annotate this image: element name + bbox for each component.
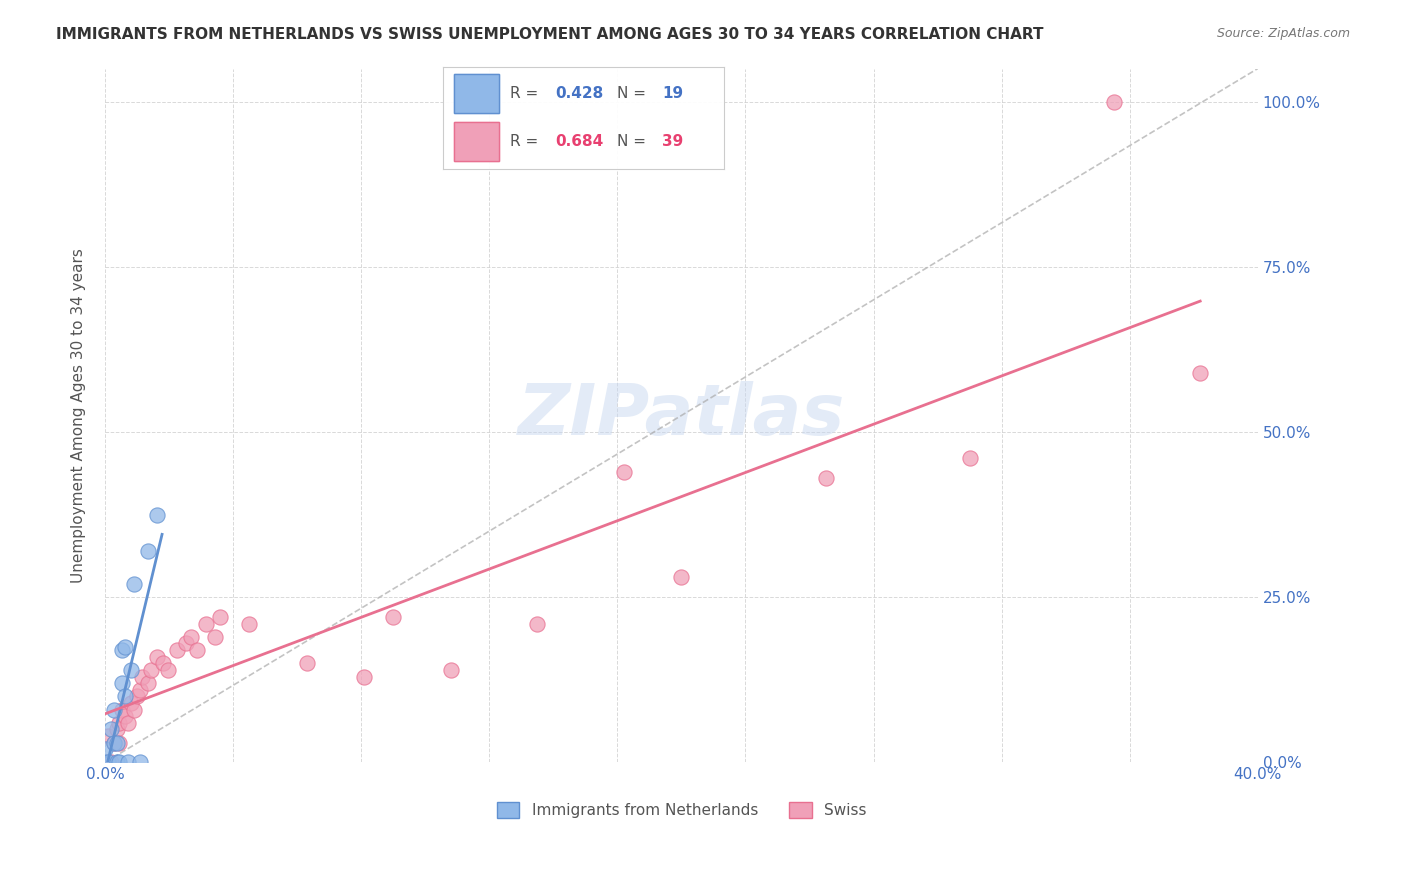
Point — [100, 723, 122, 737]
Text: 0.684: 0.684 — [555, 135, 603, 149]
Point — [146, 508, 169, 522]
Point — [152, 657, 174, 671]
Point — [1102, 95, 1125, 109]
Text: R =: R = — [510, 86, 544, 101]
Point — [671, 570, 693, 584]
Point — [108, 756, 131, 770]
Point — [108, 715, 131, 730]
Point — [105, 756, 128, 770]
Point — [186, 643, 208, 657]
Point — [97, 729, 120, 743]
Point — [814, 471, 837, 485]
Bar — [454, 74, 499, 113]
Point — [209, 610, 232, 624]
Point — [136, 676, 159, 690]
Point — [114, 640, 136, 654]
Point — [238, 616, 260, 631]
Text: 0.428: 0.428 — [555, 86, 603, 101]
Point — [97, 756, 120, 770]
Point — [120, 696, 142, 710]
Point — [146, 649, 169, 664]
Point — [94, 756, 117, 770]
Y-axis label: Unemployment Among Ages 30 to 34 years: Unemployment Among Ages 30 to 34 years — [72, 248, 86, 582]
Point — [122, 702, 145, 716]
Point — [103, 702, 125, 716]
Text: Source: ZipAtlas.com: Source: ZipAtlas.com — [1216, 27, 1350, 40]
Point — [125, 690, 148, 704]
Point — [128, 682, 150, 697]
Text: 19: 19 — [662, 86, 683, 101]
Point — [128, 756, 150, 770]
Point — [111, 676, 134, 690]
Point — [204, 630, 226, 644]
Point — [194, 616, 217, 631]
Point — [139, 663, 162, 677]
Point — [295, 657, 318, 671]
Point — [105, 736, 128, 750]
Point — [94, 742, 117, 756]
Point — [94, 756, 117, 770]
Text: N =: N = — [617, 135, 651, 149]
Point — [166, 643, 188, 657]
Point — [136, 544, 159, 558]
Point — [122, 577, 145, 591]
Point — [117, 715, 139, 730]
Point — [174, 636, 197, 650]
Point — [613, 465, 636, 479]
Point — [105, 723, 128, 737]
Point — [111, 643, 134, 657]
Point — [100, 756, 122, 770]
Point — [959, 451, 981, 466]
Point — [120, 663, 142, 677]
Point — [114, 709, 136, 723]
Text: ZIPatlas: ZIPatlas — [517, 381, 845, 450]
Point — [108, 736, 131, 750]
Point — [180, 630, 202, 644]
Point — [103, 736, 125, 750]
Text: IMMIGRANTS FROM NETHERLANDS VS SWISS UNEMPLOYMENT AMONG AGES 30 TO 34 YEARS CORR: IMMIGRANTS FROM NETHERLANDS VS SWISS UNE… — [56, 27, 1043, 42]
Bar — [454, 122, 499, 161]
Bar — [454, 74, 499, 113]
Point — [1189, 366, 1212, 380]
Point — [131, 669, 153, 683]
Bar — [454, 122, 499, 161]
Text: R =: R = — [510, 135, 544, 149]
Text: N =: N = — [617, 86, 651, 101]
Point — [440, 663, 463, 677]
Point — [526, 616, 548, 631]
Text: 39: 39 — [662, 135, 683, 149]
Point — [114, 690, 136, 704]
Point — [111, 702, 134, 716]
Point — [157, 663, 180, 677]
Point — [382, 610, 405, 624]
Point — [103, 736, 125, 750]
Legend: Immigrants from Netherlands, Swiss: Immigrants from Netherlands, Swiss — [491, 796, 872, 824]
Point — [117, 756, 139, 770]
Point — [353, 669, 375, 683]
